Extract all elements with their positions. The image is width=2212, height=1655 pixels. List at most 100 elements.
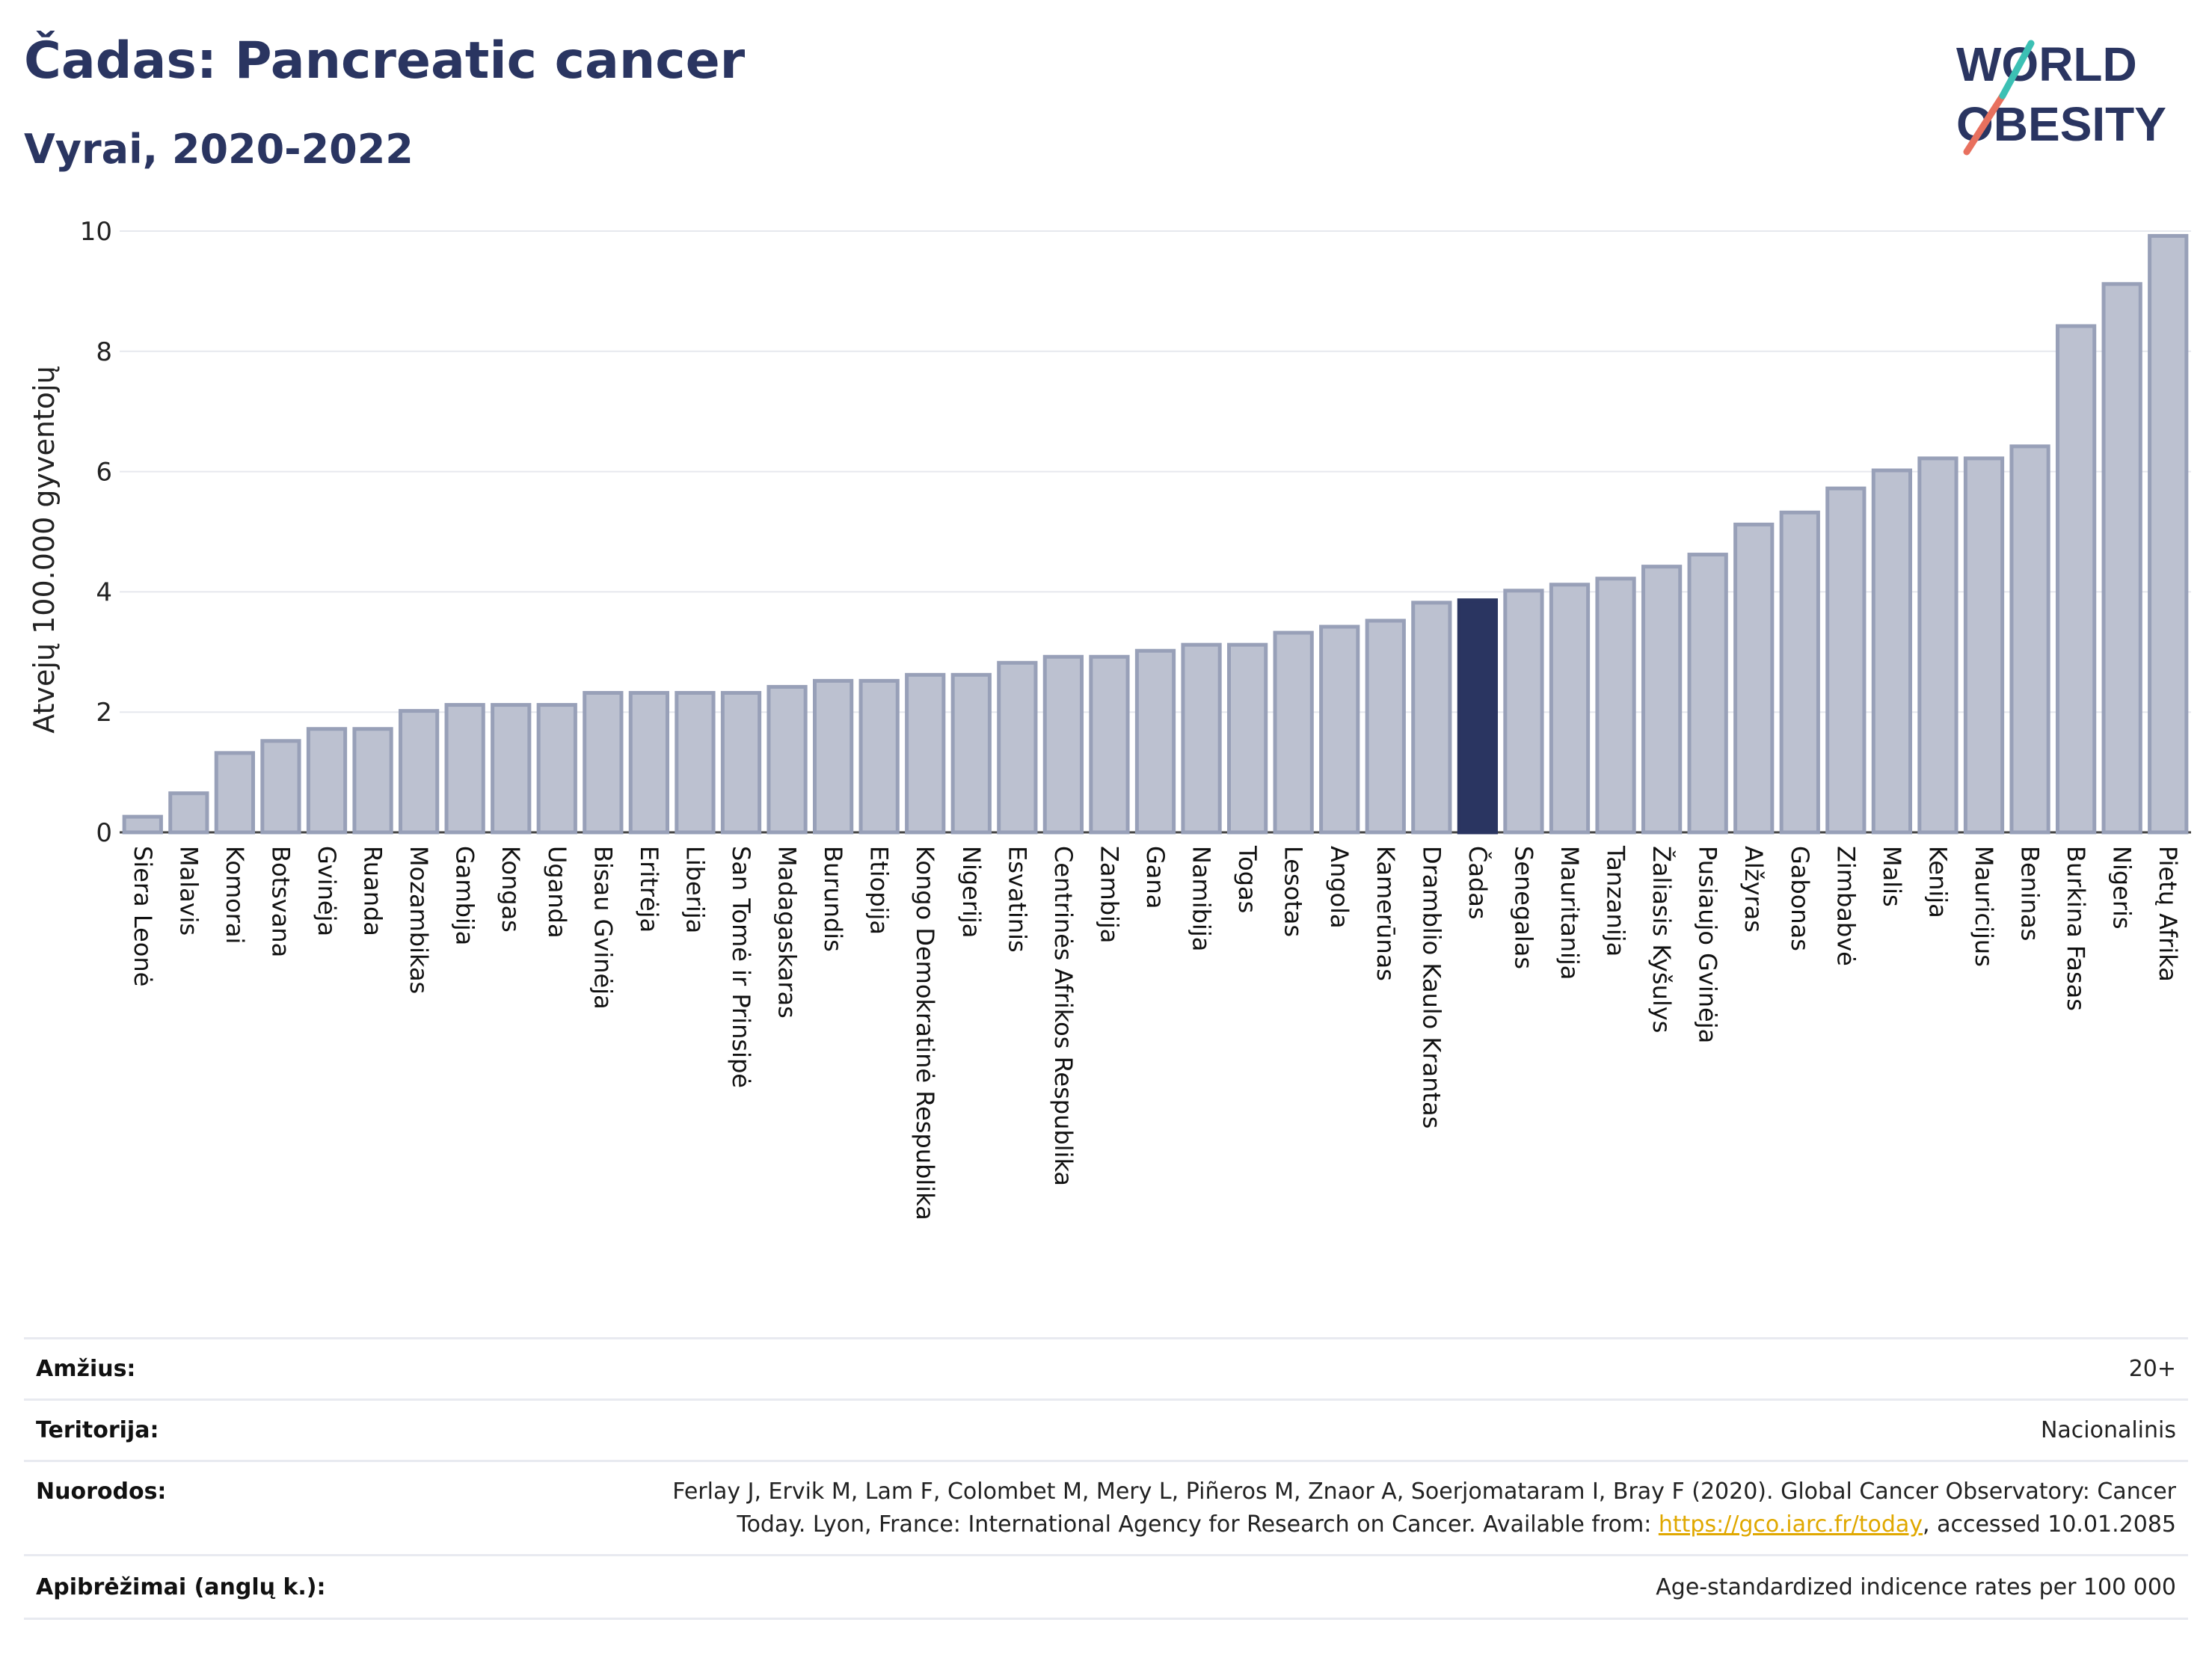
bar-Uganda [536, 703, 577, 835]
x-tick-label: Kenija [1923, 846, 1952, 918]
x-tick-label: Etiopija [865, 846, 894, 935]
bar-Malavis [168, 791, 209, 835]
bar-Centrinės Afrikos Respublika [1042, 654, 1084, 835]
page-title: Čadas: Pancreatic cancer [24, 31, 746, 90]
x-tick-label: Botsvana [266, 846, 295, 957]
x-tick-label: Dramblio Kaulo Krantas [1417, 846, 1446, 1129]
x-tick-label: Kongas [497, 846, 525, 933]
bar-Namibija [1181, 642, 1222, 835]
x-tick-label: Senegalas [1509, 846, 1537, 969]
bar-Kamerūnas [1365, 618, 1406, 835]
bar-Beninas [2009, 444, 2050, 835]
y-tick-label: 8 [96, 337, 112, 367]
bar-Zambija [1089, 654, 1130, 835]
x-tick-label: Žaliasis Kyšulys [1647, 846, 1676, 1033]
x-tick-label: Lesotas [1279, 846, 1308, 937]
x-tick-label: Komorai [221, 846, 249, 944]
bar-Senegalas [1503, 589, 1544, 835]
bar-Ruanda [352, 727, 393, 835]
x-tick-label: Eritrėja [635, 846, 663, 933]
x-tick-label: San Tomė ir Prinsipė [727, 846, 755, 1088]
x-tick-label: Beninas [2016, 846, 2044, 941]
bar-Mauritanija [1549, 583, 1591, 835]
bar-Čadas [1457, 598, 1499, 835]
x-tick-label: Gvinėja [313, 846, 341, 936]
bar-Bisau Gvinėja [583, 690, 624, 835]
bar-Gambija [444, 703, 485, 835]
bar-Madagaskaras [766, 684, 808, 835]
bar-Siera Leonė [122, 814, 163, 835]
bar-Malis [1871, 468, 1913, 835]
bar-Botsvana [260, 739, 301, 835]
y-axis-label: Atvejų 100.000 gyventojų [28, 366, 61, 733]
x-tick-label: Ruanda [359, 846, 387, 936]
bar-Kongo Demokratinė Respublika [905, 672, 946, 835]
info-row-definitions: Apibrėžimai (anglų k.): Age-standardized… [24, 1554, 2188, 1620]
bar-Nigeris [2101, 282, 2142, 835]
svg-text:OBESITY: OBESITY [1956, 97, 2166, 151]
bar-Angola [1319, 624, 1360, 835]
bar-Pietų Afrika [2148, 233, 2189, 835]
page-subtitle: Vyrai, 2020-2022 [24, 126, 414, 173]
x-tick-label: Uganda [543, 846, 571, 939]
x-tick-label: Mozambikas [405, 846, 433, 994]
references-link[interactable]: https://gco.iarc.fr/today [1658, 1511, 1923, 1538]
bar-Kenija [1917, 456, 1958, 835]
references-text: Today. Lyon, France: International Agenc… [737, 1511, 1659, 1538]
bar-Zimbabvė [1825, 486, 1867, 835]
bar-Tanzanija [1595, 577, 1636, 835]
x-tick-label: Pietų Afrika [2154, 846, 2182, 982]
x-tick-label: Nigerija [957, 846, 986, 938]
x-tick-label: Bisau Gvinėja [589, 846, 617, 1010]
x-tick-label: Pusiaujo Gvinėja [1694, 846, 1722, 1043]
x-tick-label: Gabonas [1786, 846, 1814, 951]
x-tick-label: Centrinės Afrikos Respublika [1049, 846, 1078, 1186]
x-tick-label: Malis [1878, 846, 1906, 907]
y-tick-label: 4 [96, 577, 112, 607]
bar-Pusiaujo Gvinėja [1687, 553, 1728, 835]
bar-Togas [1226, 642, 1268, 835]
x-tick-label: Burkina Fasas [2062, 846, 2090, 1011]
x-tick-label: Madagaskaras [773, 846, 802, 1019]
x-tick-label: Zambija [1095, 846, 1123, 943]
x-tick-label: Burundis [819, 846, 847, 952]
age-value: 20+ [2128, 1356, 2176, 1382]
x-tick-label: Tanzanija [1602, 845, 1630, 957]
x-tick-label: Kongo Demokratinė Respublika [911, 846, 939, 1220]
x-tick-label: Siera Leonė [129, 846, 157, 986]
bar-Žaliasis Kyšulys [1641, 565, 1683, 835]
x-tick-label: Angola [1325, 846, 1354, 929]
bar-Gvinėja [306, 727, 348, 835]
bar-Etiopija [858, 678, 900, 835]
x-tick-label: Čadas [1463, 846, 1493, 920]
info-row-age: Amžius: 20+ [24, 1337, 2188, 1399]
bar-Eritrėja [628, 690, 670, 835]
x-tick-label: Nigeris [2108, 846, 2136, 930]
info-row-references: Nuorodos: Ferlay J, Ervik M, Lam F, Colo… [24, 1460, 2188, 1555]
references-value: Ferlay J, Ervik M, Lam F, Colombet M, Me… [672, 1476, 2176, 1541]
bar-Alžyras [1733, 522, 1775, 835]
x-tick-label: Mauritanija [1555, 846, 1584, 980]
bar-Burundis [812, 678, 854, 835]
bar-Gana [1134, 648, 1176, 835]
references-accessed: , accessed 10.01.2085 [1923, 1511, 2176, 1538]
age-label: Amžius: [36, 1356, 136, 1382]
references-label: Nuorodos: [36, 1479, 167, 1505]
bar-Burkina Fasas [2055, 324, 2097, 835]
x-tick-label: Togas [1233, 845, 1262, 913]
bar-Lesotas [1273, 630, 1314, 835]
x-tick-label: Esvatinis [1003, 846, 1031, 953]
bar-Esvatinis [997, 660, 1038, 835]
x-tick-label: Gambija [451, 846, 479, 945]
x-tick-label: Kamerūnas [1371, 846, 1400, 981]
x-tick-label: Alžyras [1739, 846, 1768, 933]
x-tick-label: Liberija [681, 846, 709, 933]
bar-Kongas [491, 703, 532, 835]
y-tick-label: 6 [96, 458, 112, 488]
y-tick-label: 0 [96, 818, 112, 848]
x-tick-label: Mauricijus [1970, 846, 1998, 967]
territory-value: Nacionalinis [2040, 1417, 2176, 1443]
bars [122, 233, 2189, 835]
x-tick-label: Gana [1141, 846, 1170, 909]
bar-Dramblio Kaulo Krantas [1411, 601, 1452, 835]
